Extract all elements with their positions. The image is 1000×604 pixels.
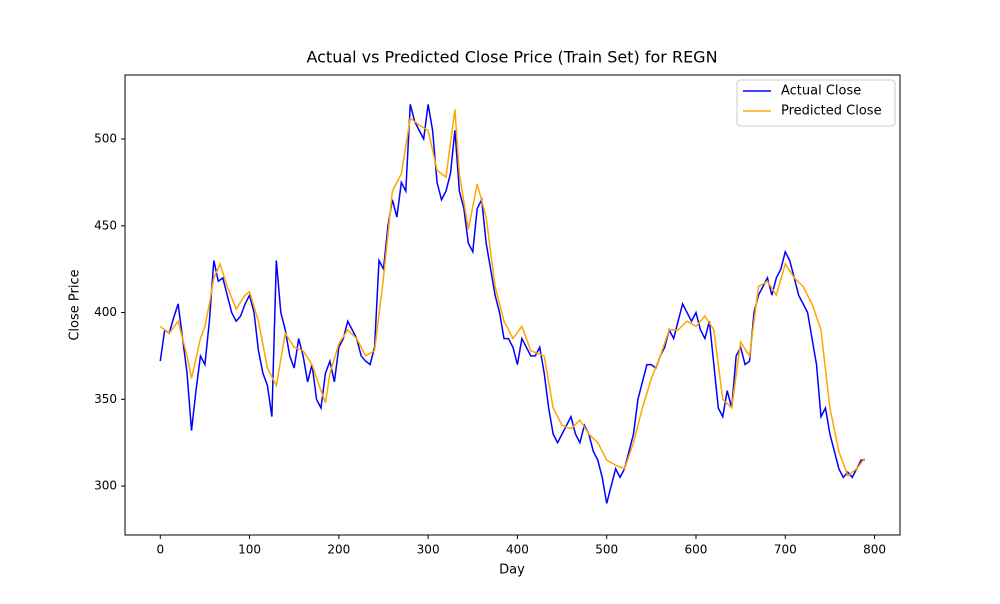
x-tick-label: 800 bbox=[863, 543, 886, 557]
x-tick-label: 300 bbox=[417, 543, 440, 557]
y-tick-label: 300 bbox=[94, 479, 117, 493]
legend-box bbox=[736, 79, 896, 127]
x-tick-label: 600 bbox=[685, 543, 708, 557]
y-tick-label: 400 bbox=[94, 305, 117, 319]
x-tick-label: 100 bbox=[238, 543, 261, 557]
y-tick-label: 450 bbox=[94, 218, 117, 232]
x-tick-label: 0 bbox=[156, 543, 164, 557]
x-axis-label: Day bbox=[499, 563, 525, 578]
y-tick-label: 500 bbox=[94, 132, 117, 146]
x-tick-label: 700 bbox=[774, 543, 797, 557]
legend-label: Actual Close bbox=[781, 84, 861, 99]
x-tick-label: 500 bbox=[595, 543, 618, 557]
plot-frame bbox=[124, 74, 901, 536]
series-line bbox=[159, 109, 866, 477]
y-tick-label: 350 bbox=[94, 392, 117, 406]
y-axis-label: Close Price bbox=[68, 269, 83, 340]
series-line bbox=[159, 104, 865, 504]
x-tick-label: 400 bbox=[506, 543, 529, 557]
chart-title: Actual vs Predicted Close Price (Train S… bbox=[306, 48, 717, 67]
legend-label: Predicted Close bbox=[781, 104, 882, 119]
x-tick-label: 200 bbox=[327, 543, 350, 557]
